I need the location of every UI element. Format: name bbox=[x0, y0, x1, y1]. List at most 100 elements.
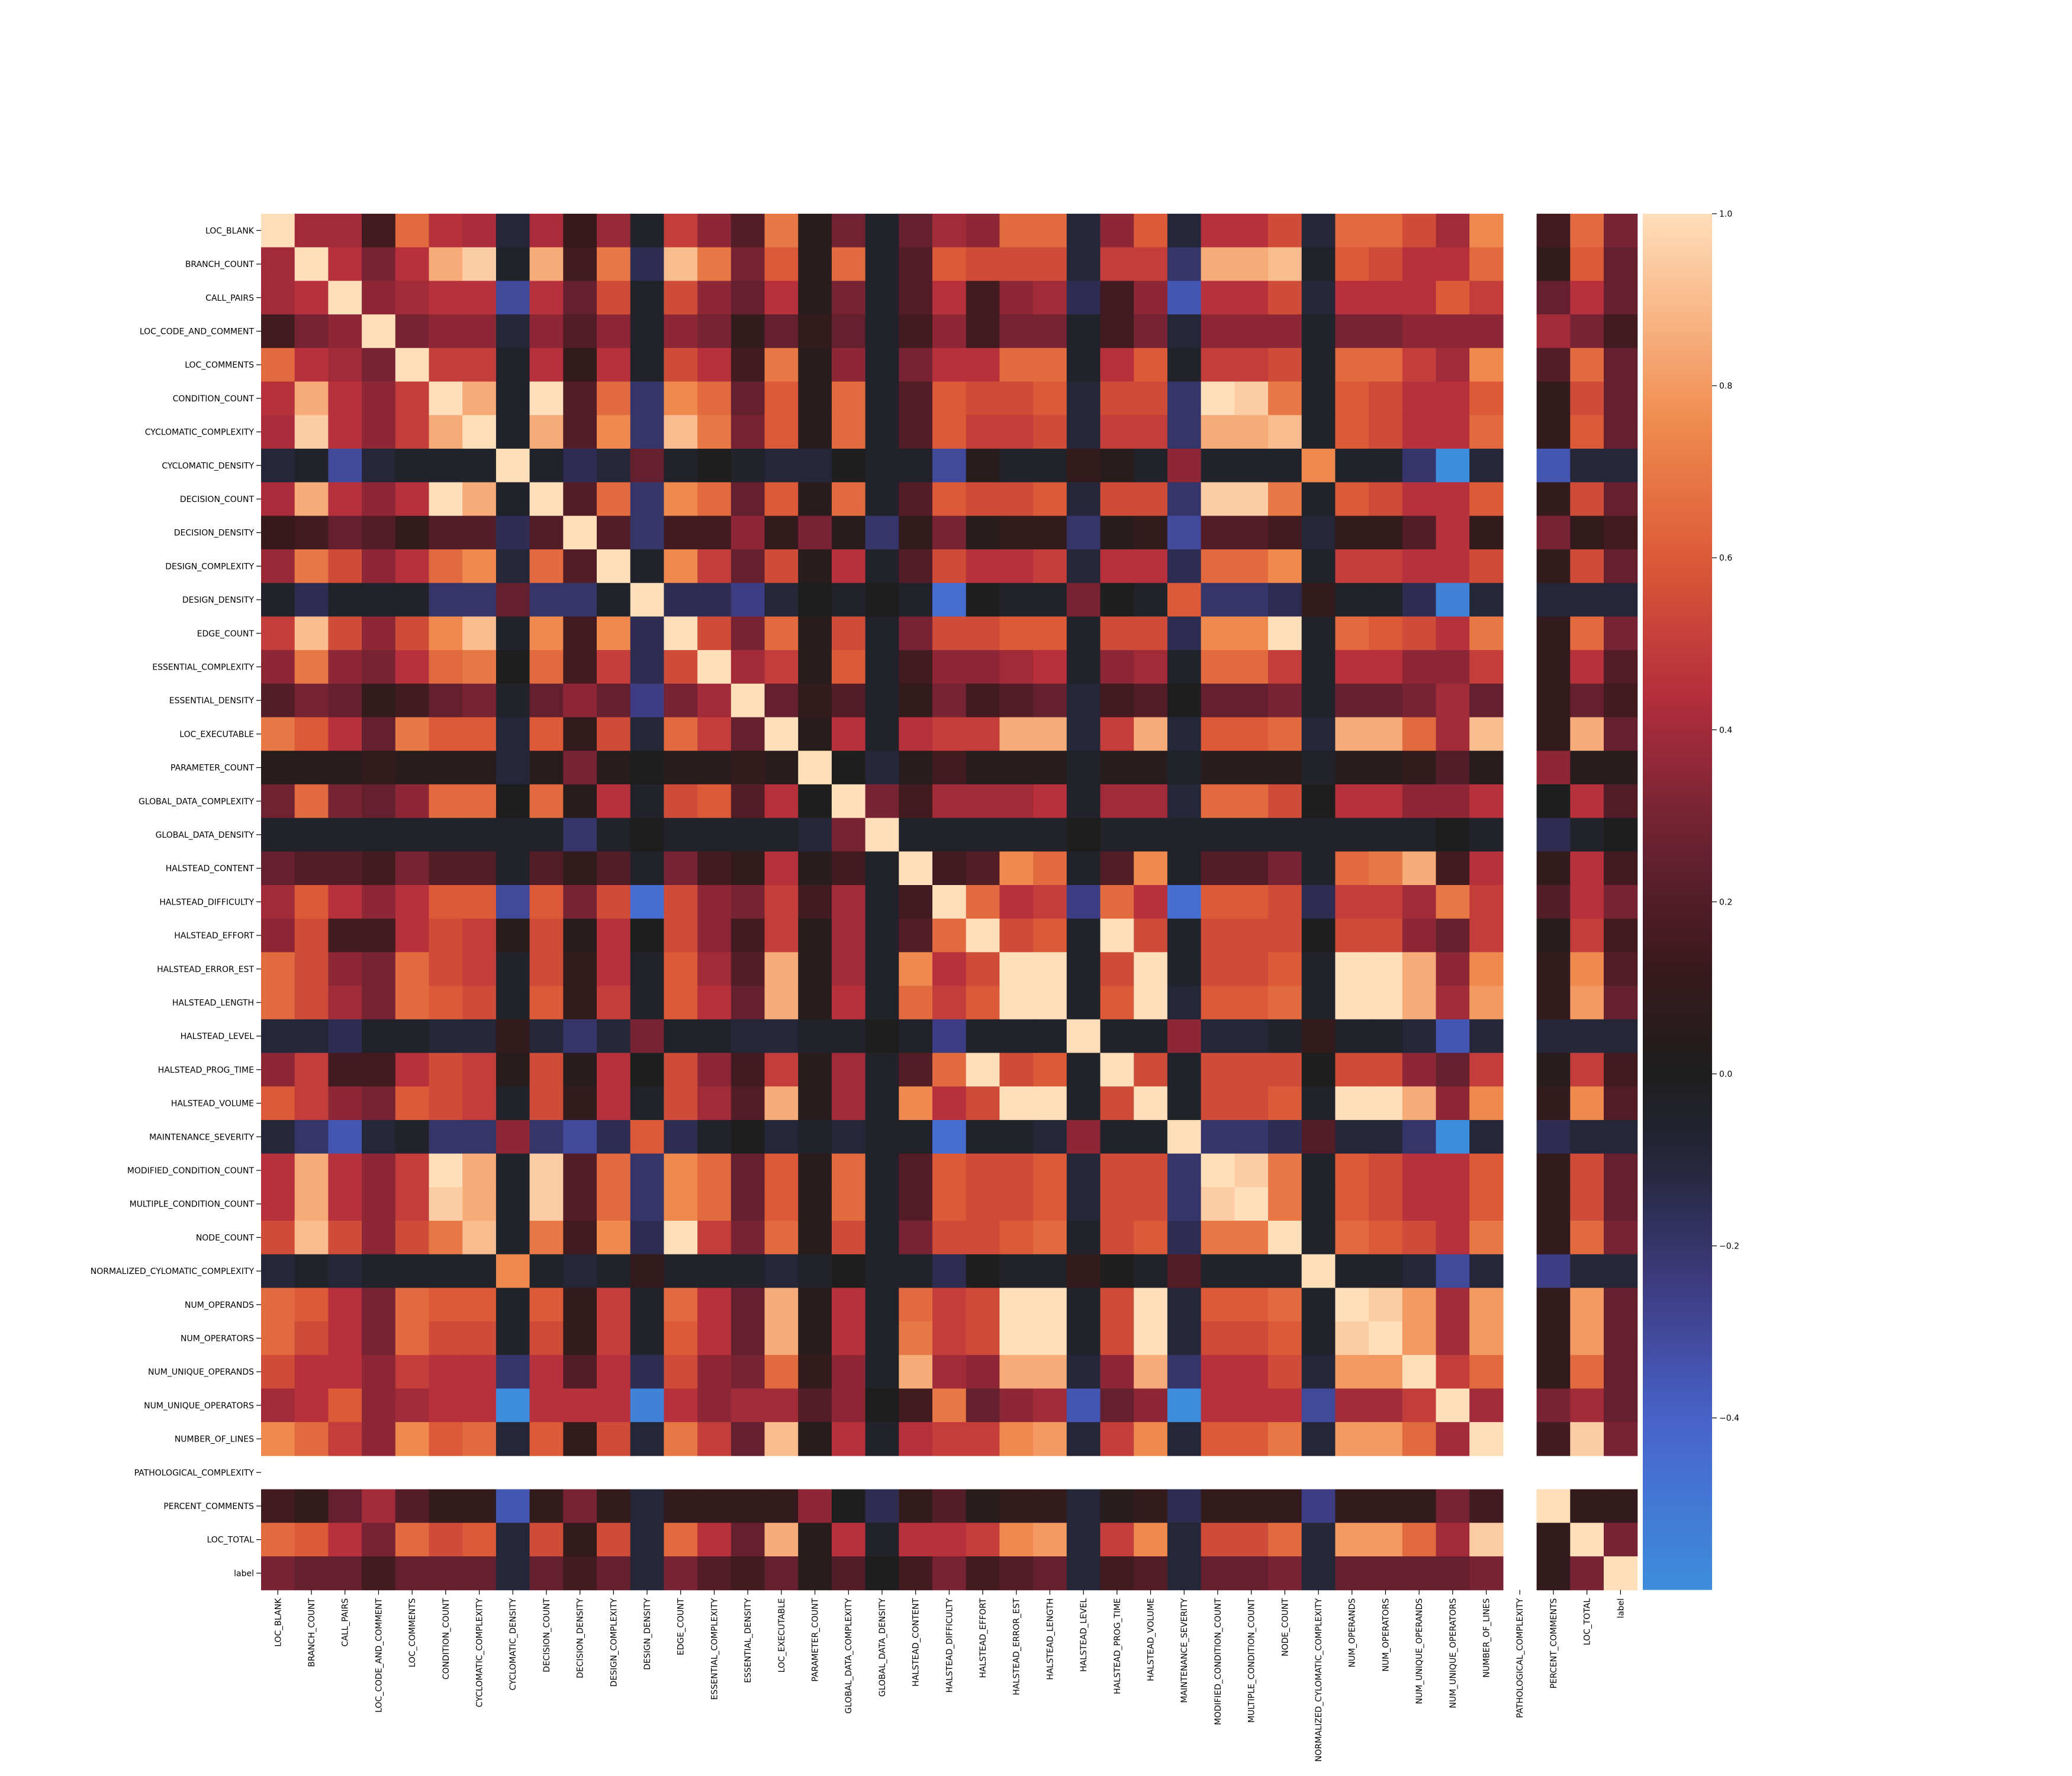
heatmap-cell bbox=[966, 1321, 1000, 1356]
heatmap-cell bbox=[1201, 784, 1235, 819]
heatmap-cell bbox=[831, 1019, 866, 1054]
heatmap-cell bbox=[1469, 281, 1504, 315]
heatmap-cell bbox=[1335, 1556, 1369, 1591]
heatmap-cell bbox=[764, 516, 799, 550]
heatmap-cell bbox=[1469, 549, 1504, 584]
row-tick-label: NORMALIZED_CYLOMATIC_COMPLEXITY bbox=[91, 1267, 255, 1276]
heatmap-cell bbox=[1335, 918, 1369, 953]
heatmap-cell bbox=[1335, 683, 1369, 718]
heatmap-cell bbox=[1033, 1119, 1067, 1154]
heatmap-cell bbox=[999, 717, 1034, 751]
heatmap-cell bbox=[1268, 1354, 1302, 1389]
heatmap-cell bbox=[1134, 281, 1168, 315]
heatmap-cell bbox=[1436, 1119, 1470, 1154]
heatmap-cell bbox=[1100, 885, 1134, 919]
heatmap-cell bbox=[1570, 281, 1604, 315]
heatmap-cell bbox=[563, 683, 597, 718]
heatmap-cell bbox=[697, 516, 732, 550]
heatmap-cell bbox=[1335, 1288, 1369, 1322]
heatmap-cell bbox=[1100, 448, 1134, 483]
row-tick-label: NUM_OPERANDS bbox=[185, 1301, 254, 1310]
heatmap-cell bbox=[563, 448, 597, 483]
column-tick-label: HALSTEAD_VOLUME bbox=[1147, 1598, 1156, 1681]
heatmap-cell bbox=[1100, 818, 1134, 852]
heatmap-cell bbox=[1201, 851, 1235, 886]
heatmap-cell bbox=[261, 247, 295, 281]
heatmap-cell bbox=[1469, 818, 1504, 852]
heatmap-cell bbox=[1066, 247, 1101, 281]
heatmap-cell bbox=[429, 1388, 463, 1423]
heatmap-cell bbox=[731, 1119, 765, 1154]
heatmap-cell bbox=[462, 516, 497, 550]
heatmap-cell bbox=[932, 1523, 967, 1557]
heatmap-cell bbox=[1201, 683, 1235, 718]
heatmap-cell bbox=[1167, 247, 1202, 281]
heatmap-cell bbox=[496, 918, 530, 953]
heatmap-cell bbox=[731, 784, 765, 819]
heatmap-cell bbox=[429, 381, 463, 416]
heatmap-cell bbox=[1167, 549, 1202, 584]
heatmap-cell bbox=[697, 214, 732, 248]
heatmap-cell bbox=[731, 1187, 765, 1221]
heatmap-cell bbox=[496, 314, 530, 349]
heatmap-cell bbox=[1167, 986, 1202, 1020]
heatmap-cell bbox=[1335, 818, 1369, 852]
heatmap-cell bbox=[697, 1053, 732, 1087]
heatmap-cell bbox=[1033, 583, 1067, 617]
heatmap-cell bbox=[932, 1019, 967, 1054]
heatmap-cell bbox=[731, 415, 765, 449]
heatmap-cell bbox=[563, 918, 597, 953]
heatmap-cell bbox=[362, 1254, 396, 1288]
heatmap-cell bbox=[1033, 1354, 1067, 1389]
heatmap-cell bbox=[932, 1153, 967, 1188]
heatmap-cell bbox=[764, 1019, 799, 1054]
heatmap-cell bbox=[664, 1221, 698, 1255]
heatmap-cell bbox=[899, 214, 933, 248]
heatmap-cell bbox=[764, 448, 799, 483]
heatmap-cell bbox=[1570, 549, 1604, 584]
heatmap-cell bbox=[1268, 281, 1302, 315]
heatmap-cell bbox=[1167, 381, 1202, 416]
heatmap-cell bbox=[563, 1422, 597, 1456]
heatmap-cell bbox=[362, 952, 396, 986]
heatmap-cell bbox=[1066, 986, 1101, 1020]
heatmap-cell bbox=[1335, 952, 1369, 986]
heatmap-cell bbox=[1134, 751, 1168, 785]
heatmap-cell bbox=[496, 952, 530, 986]
heatmap-cell bbox=[1570, 1321, 1604, 1356]
heatmap-cell bbox=[597, 381, 631, 416]
heatmap-cell bbox=[697, 281, 732, 315]
row-tick-label: EDGE_COUNT bbox=[197, 629, 255, 639]
heatmap-cell bbox=[932, 1053, 967, 1087]
heatmap-cell bbox=[798, 1388, 832, 1423]
heatmap-cell bbox=[1402, 1422, 1437, 1456]
heatmap-cell bbox=[1536, 1119, 1571, 1154]
heatmap-cell bbox=[1134, 1422, 1168, 1456]
heatmap-cell bbox=[529, 1187, 564, 1221]
heatmap-cell bbox=[1369, 1288, 1403, 1322]
heatmap-cell bbox=[362, 583, 396, 617]
heatmap-cell bbox=[1369, 986, 1403, 1020]
heatmap-cell bbox=[932, 717, 967, 751]
column-tick-label: PARAMETER_COUNT bbox=[811, 1598, 821, 1681]
heatmap-cell bbox=[395, 784, 430, 819]
heatmap-cell bbox=[429, 1019, 463, 1054]
heatmap-cell bbox=[764, 314, 799, 349]
heatmap-cell bbox=[294, 1354, 329, 1389]
heatmap-cell bbox=[798, 214, 832, 248]
heatmap-cell bbox=[362, 314, 396, 349]
heatmap-cell bbox=[932, 214, 967, 248]
heatmap-cell bbox=[1369, 516, 1403, 550]
heatmap-cell bbox=[999, 918, 1034, 953]
heatmap-cell bbox=[597, 516, 631, 550]
heatmap-cell bbox=[1604, 583, 1638, 617]
heatmap-cell bbox=[328, 214, 362, 248]
heatmap-cell bbox=[1167, 1388, 1202, 1423]
heatmap-cell bbox=[597, 482, 631, 516]
heatmap-cell bbox=[563, 381, 597, 416]
heatmap-cell bbox=[328, 851, 362, 886]
heatmap-cell bbox=[731, 751, 765, 785]
heatmap-cell bbox=[261, 1422, 295, 1456]
heatmap-cell bbox=[328, 1119, 362, 1154]
heatmap-cell bbox=[1604, 1019, 1638, 1054]
